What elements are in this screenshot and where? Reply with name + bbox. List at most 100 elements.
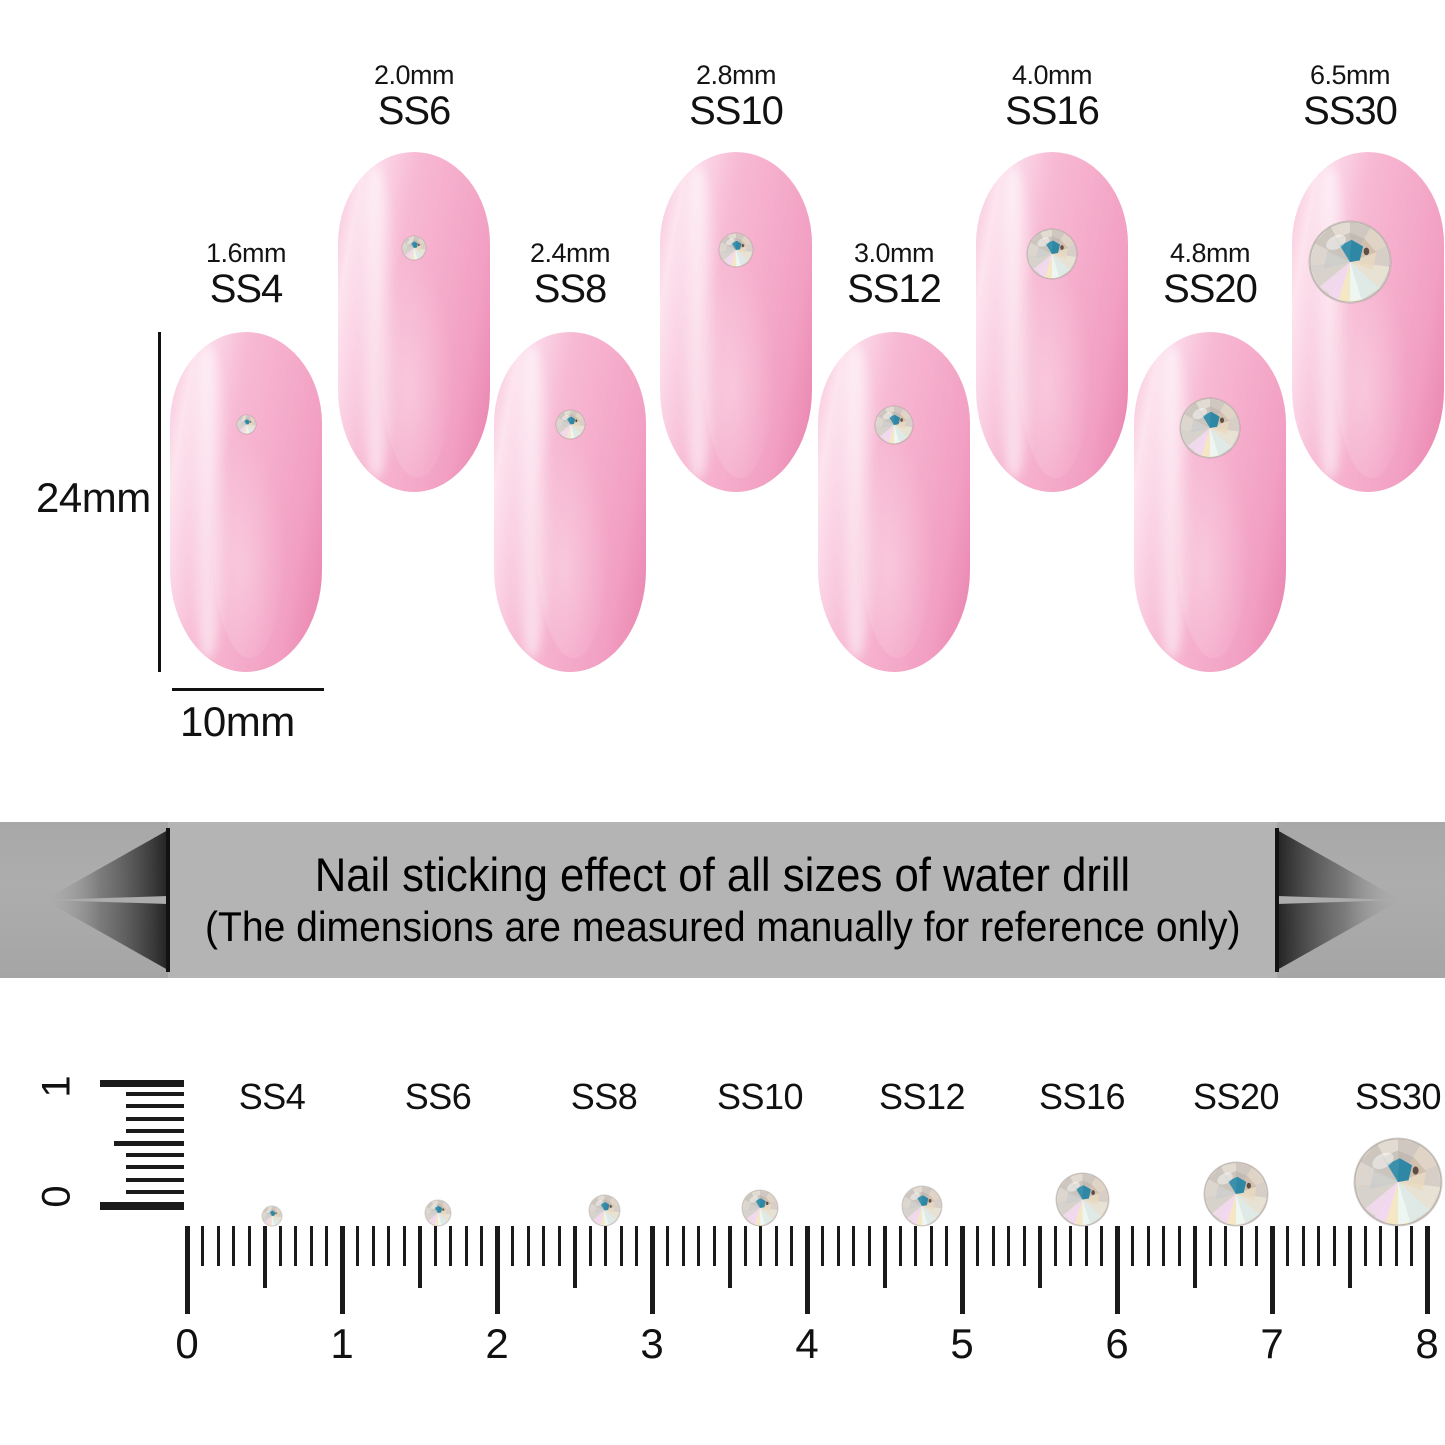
ruler-minor-tick <box>216 1226 220 1266</box>
nail-size-mm: 2.4mm <box>529 238 611 268</box>
ruler-minor-tick <box>1224 1226 1227 1266</box>
ruler-minor-tick <box>1255 1226 1258 1266</box>
banner-title: Nail sticking effect of all sizes of wat… <box>314 847 1131 901</box>
ruler-minor-tick <box>1332 1226 1336 1266</box>
vertical-ruler-tick <box>126 1189 184 1194</box>
ruler-major-tick <box>339 1226 345 1314</box>
ruler-minor-tick <box>976 1226 979 1266</box>
ruler-major-tick <box>1424 1226 1430 1314</box>
ruler-size-label: SS6 <box>404 1076 472 1117</box>
nail-size-ss: SS30 <box>1303 89 1398 133</box>
nail-size-ss: SS16 <box>1005 89 1100 133</box>
vertical-ruler-tick <box>126 1128 184 1133</box>
ruler-minor-tick <box>542 1226 545 1266</box>
ruler-major-tick <box>804 1226 810 1314</box>
ruler-half-tick <box>1192 1226 1197 1288</box>
ruler-minor-tick <box>309 1226 313 1266</box>
nail-size-ss: SS6 <box>377 89 452 133</box>
ruler-minor-tick <box>1410 1226 1413 1266</box>
ruler-minor-tick <box>511 1226 514 1266</box>
rhinestone-icon <box>555 409 585 439</box>
nail-sample: 2.0mm SS6 <box>0 0 1445 820</box>
ruler-size-label: SS20 <box>1192 1076 1280 1117</box>
info-banner: Nail sticking effect of all sizes of wat… <box>0 822 1445 978</box>
nail-sample: 2.4mm SS8 <box>0 0 1445 820</box>
nail-sample: 2.8mm SS10 <box>0 0 1445 820</box>
banner-subtitle: (The dimensions are measured manually fo… <box>204 903 1241 951</box>
ruler-minor-tick <box>294 1226 297 1266</box>
ruler-minor-tick <box>743 1226 747 1266</box>
nail-size-mm: 1.6mm <box>205 238 287 268</box>
ruler-panel: 1 0 0 1 2 3 4 5 6 7 8 SS4 <box>0 980 1445 1445</box>
ruler-minor-tick <box>945 1226 948 1266</box>
rhinestone-icon <box>902 1186 942 1226</box>
ruler-minor-tick <box>402 1226 406 1266</box>
width-measure-line <box>172 688 324 691</box>
ruler-minor-tick <box>1239 1226 1243 1266</box>
ruler-minor-tick <box>1286 1226 1289 1266</box>
ruler-minor-tick <box>201 1226 204 1266</box>
rhinestone-icon <box>742 1190 778 1226</box>
vertical-ruler-tick <box>126 1116 184 1121</box>
nail-size-label: 2.8mm SS10 <box>616 62 856 133</box>
ruler-major-tick <box>184 1226 190 1314</box>
vertical-ruler-major-tick <box>100 1202 184 1210</box>
nail-sample: 3.0mm SS12 <box>0 0 1445 820</box>
ruler-minor-tick <box>387 1226 390 1266</box>
nail-sample-panel: 24mm 10mm 1.6mm SS4 <box>0 0 1445 820</box>
ruler-minor-tick <box>821 1226 824 1266</box>
ruler-minor-tick <box>1069 1226 1072 1266</box>
ruler-half-tick <box>417 1226 422 1288</box>
nail-size-ss: SS12 <box>847 267 942 311</box>
ruler-minor-tick <box>681 1226 685 1266</box>
nail-size-mm: 6.5mm <box>1309 60 1391 90</box>
nail-size-label: 6.5mm SS30 <box>1230 60 1445 133</box>
ruler-major-tick <box>649 1226 655 1314</box>
nail-size-ss: SS8 <box>533 267 608 311</box>
vertical-ruler-tick <box>126 1177 184 1182</box>
ruler-minor-tick <box>526 1226 530 1266</box>
ruler-minor-tick <box>278 1226 282 1266</box>
nail-tip <box>818 332 970 672</box>
ruler-minor-tick <box>635 1226 638 1266</box>
nail-sample: 6.5mm SS30 <box>0 0 1445 820</box>
vertical-ruler-tick <box>126 1092 184 1097</box>
ruler-size-label: SS10 <box>716 1076 804 1117</box>
height-measure-line <box>158 332 161 672</box>
rhinestone-icon <box>425 1200 451 1226</box>
ruler-size-label: SS12 <box>878 1076 966 1117</box>
ruler-minor-tick <box>1022 1226 1026 1266</box>
ruler-minor-tick <box>712 1226 716 1266</box>
ruler-number: 3 <box>640 1320 664 1367</box>
vertical-ruler-tick <box>126 1153 184 1158</box>
ruler-minor-tick <box>1131 1226 1134 1266</box>
rhinestone-icon <box>588 1195 620 1226</box>
ruler-minor-tick <box>1162 1226 1165 1266</box>
nail-size-ss: SS10 <box>689 89 784 133</box>
nail-tip <box>338 152 490 492</box>
ruler-minor-tick <box>1146 1226 1150 1266</box>
ruler-minor-tick <box>480 1226 483 1266</box>
nail-size-mm: 4.8mm <box>1169 238 1251 268</box>
nail-tip <box>976 152 1128 492</box>
ruler-minor-tick <box>836 1226 840 1266</box>
ruler-minor-tick <box>247 1226 251 1266</box>
ruler-minor-tick <box>1084 1226 1088 1266</box>
vertical-ruler-tick <box>114 1141 184 1146</box>
ruler-minor-tick <box>929 1226 933 1266</box>
nail-size-ss: SS4 <box>209 267 284 311</box>
ruler-size-label: SS4 <box>238 1076 306 1117</box>
vertical-ruler-label-top: 1 <box>34 1075 79 1098</box>
ruler-half-tick <box>1347 1226 1352 1288</box>
ruler-minor-tick <box>774 1226 778 1266</box>
vertical-ruler-label-bottom: 0 <box>34 1185 79 1208</box>
ruler-half-tick <box>262 1226 267 1288</box>
ruler-minor-tick <box>619 1226 623 1266</box>
nail-sample: 1.6mm SS4 <box>0 0 1445 820</box>
ruler-number: 0 <box>175 1320 199 1367</box>
rhinestone-icon <box>1204 1162 1268 1226</box>
ruler-number: 7 <box>1260 1320 1284 1367</box>
ruler-half-tick <box>1037 1226 1042 1288</box>
ruler-minor-tick <box>991 1226 995 1266</box>
ruler-minor-tick <box>666 1226 669 1266</box>
